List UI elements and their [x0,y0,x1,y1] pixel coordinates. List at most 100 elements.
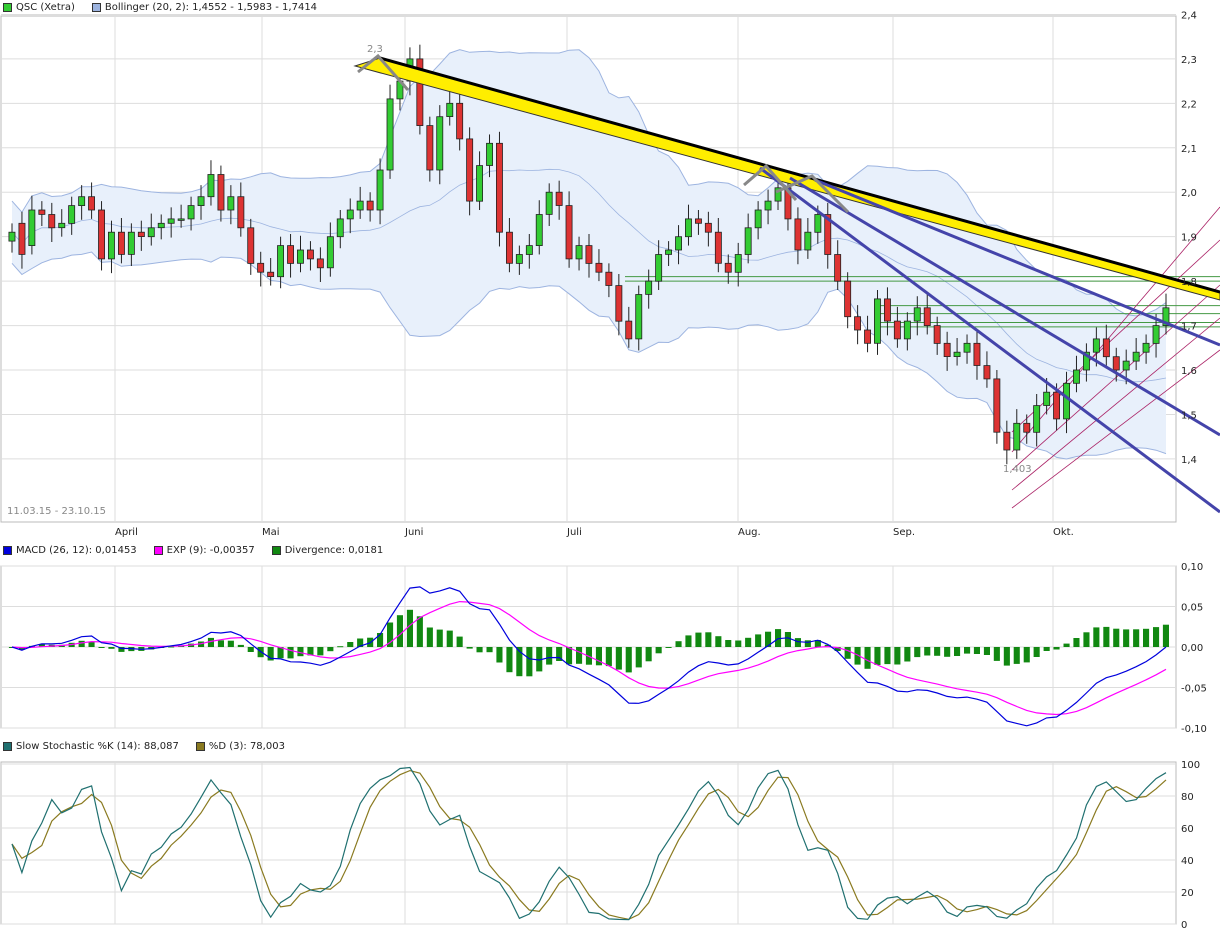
macd-tick-label: 0,00 [1181,643,1203,654]
candle-body [118,231,125,255]
stoch-tick-label: 20 [1181,888,1194,899]
candle-body [28,209,36,246]
candle-body [1092,338,1100,353]
candle-body [386,98,394,171]
divergence-bar [168,646,175,648]
divergence-bar [784,632,791,647]
divergence-bar [934,647,941,656]
channel-line [1011,317,1220,491]
candle-body [1162,307,1170,326]
candle-body [98,209,105,260]
exp-signal-line [11,600,1167,716]
candle-body [804,231,812,251]
macd-legend-swatch [153,545,163,555]
candle-body [416,58,424,126]
price-tick-label: 2,2 [1181,99,1197,110]
candle-body [645,280,653,295]
divergence-bar [735,640,742,647]
candle-body [78,196,86,206]
divergence-bar [396,615,403,647]
divergence-bar [406,609,413,647]
price-tick-label: 2,4 [1181,10,1197,21]
candle-body [346,209,354,220]
candle-body [177,218,185,221]
candle-body [774,187,782,202]
candle-body [336,218,344,238]
divergence-bar [377,633,384,647]
candle-body [685,218,692,238]
divergence-bar [993,647,1000,661]
macd-line [11,586,1167,727]
divergence-bar [416,616,423,647]
candle-body [505,231,513,264]
stoch-legend: Slow Stochastic %K (14): 88,087 %D (3): 7… [0,739,299,753]
candle-body [137,231,145,237]
divergence-bar [765,631,772,647]
divergence-bar [874,647,881,665]
divergence-bar [944,647,951,657]
candle-body [456,102,464,140]
candle-body [1112,356,1120,371]
bollinger-lower-line [11,251,1167,460]
candle-body [127,231,135,255]
divergence-bar [824,644,831,647]
date-range-label: 11.03.15 - 23.10.15 [7,506,106,517]
candle-body [495,142,503,233]
candle-body [1142,342,1150,353]
candle-body [267,271,275,278]
divergence-bar [625,647,632,673]
candle-body [1132,351,1140,362]
candle-body [903,320,911,340]
divergence-bar [317,647,324,656]
divergence-bar [18,647,25,650]
price-tick-label: 1,6 [1181,366,1197,377]
divergence-bar [1083,632,1090,647]
candle-body [486,142,493,166]
divergence-bar [38,644,45,647]
divergence-bar [854,647,861,665]
divergence-bar [436,629,443,647]
candle-body [207,174,215,198]
divergence-bar [267,647,274,661]
divergence-bar [78,640,85,647]
divergence-bar [1003,647,1010,666]
divergence-bar [695,632,702,647]
divergence-bar [794,638,801,647]
divergence-bar [88,641,95,647]
divergence-bar [745,637,752,647]
candle-body [326,236,334,269]
stoch-tick-label: 80 [1181,792,1194,803]
main-downtrend-line [379,56,1220,294]
divergence-bar [287,647,294,659]
candle-body [535,214,543,247]
candle-body [227,196,235,211]
divergence-bar [904,647,911,662]
price-legend-item: QSC (Xetra) [0,2,75,13]
divergence-bar [486,647,493,653]
candle-body [316,258,324,269]
price-tick-label: 2,0 [1181,188,1197,199]
candle-body [814,214,822,233]
stoch-tick-label: 0 [1181,920,1187,931]
divergence-bar [247,647,254,652]
low-annotation: 1,403 [1003,464,1032,475]
divergence-bar [556,647,563,661]
divergence-bar [1053,647,1060,650]
divergence-bar [446,630,453,647]
divergence-bar [307,647,314,656]
candle-body [585,245,593,264]
divergence-bar [844,647,851,659]
divergence-bar [645,647,652,662]
divergence-bar [217,640,224,647]
divergence-bar [775,629,782,647]
candle-body [48,214,56,229]
candle-body [8,231,16,242]
candle-body [565,205,573,260]
price-legend-label: QSC (Xetra) [16,1,75,13]
price-tick-label: 1,4 [1181,455,1197,466]
candle-body [1122,360,1130,371]
divergence-bar [277,647,284,659]
stoch-legend-swatch [195,741,205,751]
macd-legend-item: EXP (9): -0,00357 [151,545,255,556]
candle-body [446,102,454,118]
